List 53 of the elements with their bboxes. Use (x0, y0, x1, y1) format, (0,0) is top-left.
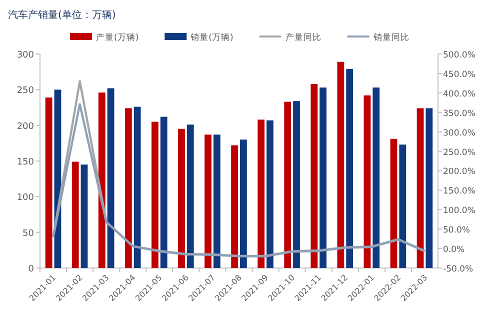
bar (80, 164, 88, 268)
bar (416, 108, 424, 268)
bar (134, 106, 141, 268)
y-tick-label: 100 (16, 193, 34, 204)
bar (364, 95, 371, 268)
bar (240, 140, 247, 268)
bar (266, 120, 274, 268)
bar (284, 102, 292, 268)
bar (426, 108, 433, 268)
y2-tick-label: 400.0% (443, 89, 476, 100)
y2-tick-label: 150.0% (443, 186, 476, 197)
y2-tick-label: 500.0% (443, 50, 476, 60)
bar (98, 92, 106, 268)
y2-tick-label: 0.0% (443, 245, 465, 256)
legend-label: 销量同比 (372, 32, 410, 43)
y-tick-label: 50 (22, 228, 34, 239)
y-tick-label: 150 (16, 158, 34, 168)
bar (372, 88, 380, 268)
bar (390, 138, 398, 268)
bar (124, 108, 132, 268)
bar (204, 134, 212, 268)
bar (310, 84, 318, 268)
y2-tick-label: -50.0% (443, 264, 474, 274)
bar (337, 62, 344, 268)
y-tick-label: 200 (16, 122, 34, 132)
legend-label: 产量(万辆) (96, 32, 139, 43)
y-tick-label: 300 (16, 50, 34, 60)
y2-tick-label: 300.0% (443, 128, 476, 138)
y-tick-label: 250 (16, 86, 34, 96)
bar (346, 68, 354, 268)
bar (186, 124, 194, 268)
y2-tick-label: 450.0% (443, 70, 476, 80)
y2-tick-label: 350.0% (443, 108, 476, 119)
bar (45, 98, 52, 268)
bar (107, 88, 114, 268)
y2-tick-label: 50.0% (443, 226, 470, 236)
y2-tick-label: 100.0% (443, 206, 476, 216)
bar (213, 134, 220, 268)
bar (160, 116, 168, 268)
bar (399, 144, 406, 268)
chart-title: 汽车产销量(单位：万辆) (8, 9, 116, 21)
bar (320, 88, 326, 268)
y-tick-label: 0 (28, 264, 34, 274)
bar (178, 128, 185, 268)
bar (72, 162, 79, 268)
y2-tick-label: 250.0% (443, 148, 476, 158)
legend-label: 销量(万辆) (190, 32, 234, 43)
y2-tick-label: 200.0% (443, 167, 476, 178)
bar (293, 101, 300, 268)
bar (152, 122, 158, 268)
bar (258, 120, 265, 268)
legend-label: 产量同比 (285, 32, 322, 43)
bar (231, 145, 238, 268)
